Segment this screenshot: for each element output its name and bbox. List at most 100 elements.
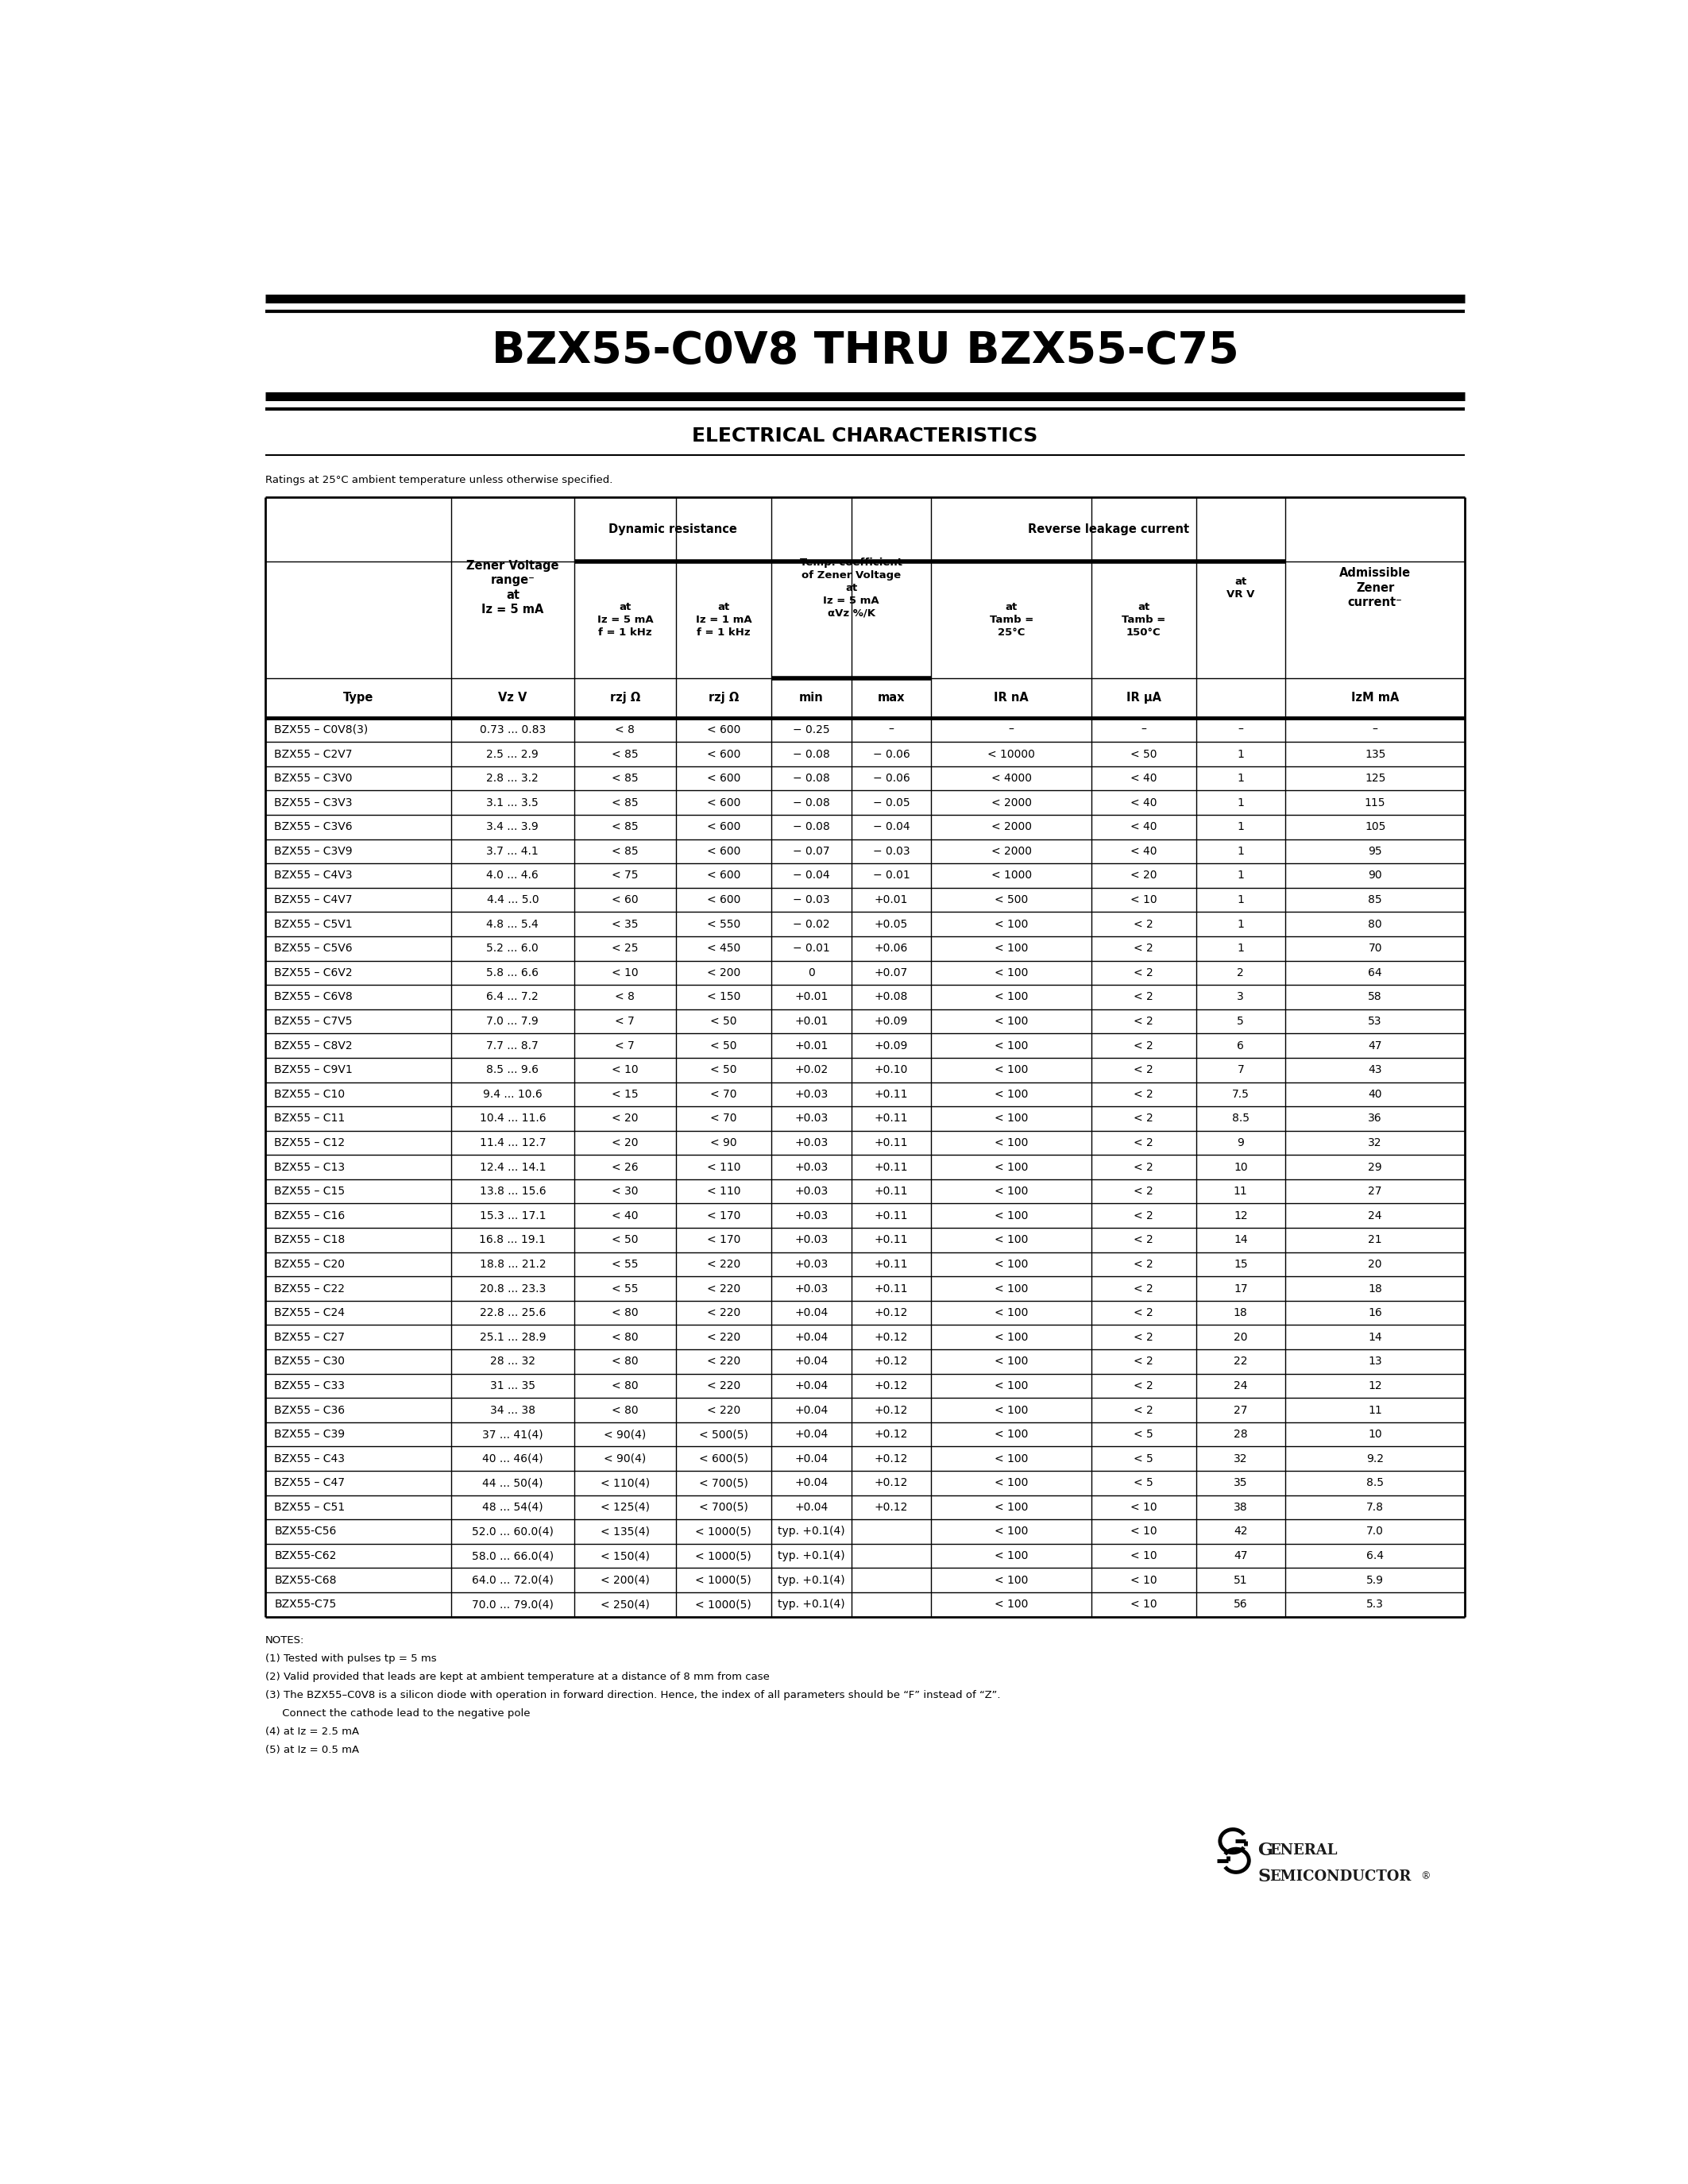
Text: 2.8 ... 3.2: 2.8 ... 3.2 [486, 773, 538, 784]
Text: BZX55-C75: BZX55-C75 [275, 1599, 336, 1610]
Text: 36: 36 [1369, 1114, 1382, 1125]
Text: 12: 12 [1234, 1210, 1247, 1221]
Text: 8.5 ... 9.6: 8.5 ... 9.6 [486, 1064, 538, 1075]
Text: < 2: < 2 [1134, 1186, 1153, 1197]
Text: 9.2: 9.2 [1366, 1452, 1384, 1463]
Text: 4.0 ... 4.6: 4.0 ... 4.6 [486, 869, 538, 880]
Text: BZX55 – C20: BZX55 – C20 [275, 1258, 344, 1269]
Text: 35: 35 [1234, 1476, 1247, 1489]
Text: –: – [888, 725, 895, 736]
Text: < 135(4): < 135(4) [601, 1527, 650, 1538]
Text: 44 ... 50(4): 44 ... 50(4) [483, 1476, 544, 1489]
Text: BZX55 – C51: BZX55 – C51 [275, 1503, 346, 1514]
Text: rzj Ω: rzj Ω [609, 692, 640, 703]
Text: < 100: < 100 [994, 992, 1028, 1002]
Text: 2.5 ... 2.9: 2.5 ... 2.9 [486, 749, 538, 760]
Text: − 0.25: − 0.25 [793, 725, 830, 736]
Text: < 2: < 2 [1134, 1040, 1153, 1051]
Text: < 2: < 2 [1134, 1258, 1153, 1269]
Text: < 600: < 600 [707, 893, 741, 906]
Text: < 2: < 2 [1134, 1234, 1153, 1245]
Text: < 5: < 5 [1134, 1428, 1153, 1439]
Text: 58.0 ... 66.0(4): 58.0 ... 66.0(4) [471, 1551, 554, 1562]
Text: 9: 9 [1237, 1138, 1244, 1149]
Text: < 20: < 20 [611, 1138, 638, 1149]
Text: < 50: < 50 [711, 1064, 736, 1075]
Text: 1: 1 [1237, 869, 1244, 880]
Text: BZX55-C62: BZX55-C62 [275, 1551, 336, 1562]
Text: < 10: < 10 [1131, 893, 1156, 906]
Text: BZX55 – C3V6: BZX55 – C3V6 [275, 821, 353, 832]
Text: BZX55 – C5V1: BZX55 – C5V1 [275, 919, 353, 930]
Text: 3.1 ... 3.5: 3.1 ... 3.5 [486, 797, 538, 808]
Text: +0.11: +0.11 [874, 1162, 908, 1173]
Text: BZX55 – C2V7: BZX55 – C2V7 [275, 749, 353, 760]
Text: +0.07: +0.07 [874, 968, 908, 978]
Text: < 600: < 600 [707, 845, 741, 856]
Text: 1: 1 [1237, 845, 1244, 856]
Text: < 100: < 100 [994, 1282, 1028, 1295]
Text: 20: 20 [1234, 1332, 1247, 1343]
Text: 48 ... 54(4): 48 ... 54(4) [483, 1503, 544, 1514]
Text: max: max [878, 692, 905, 703]
Text: NOTES:: NOTES: [265, 1636, 304, 1645]
Text: 7.7 ... 8.7: 7.7 ... 8.7 [486, 1040, 538, 1051]
Text: 0.73 ... 0.83: 0.73 ... 0.83 [479, 725, 545, 736]
Text: < 2: < 2 [1134, 1332, 1153, 1343]
Text: +0.11: +0.11 [874, 1114, 908, 1125]
Text: BZX55 – C12: BZX55 – C12 [275, 1138, 346, 1149]
Text: < 2000: < 2000 [991, 797, 1031, 808]
Text: at
Iz = 5 mA
f = 1 kHz: at Iz = 5 mA f = 1 kHz [598, 603, 653, 638]
Text: < 2: < 2 [1134, 1088, 1153, 1101]
Text: < 220: < 220 [707, 1282, 741, 1295]
Text: < 100: < 100 [994, 1332, 1028, 1343]
Text: +0.11: +0.11 [874, 1234, 908, 1245]
Text: +0.12: +0.12 [874, 1428, 908, 1439]
Text: < 220: < 220 [707, 1258, 741, 1269]
Text: < 70: < 70 [711, 1088, 736, 1101]
Text: < 10: < 10 [611, 968, 638, 978]
Text: < 8: < 8 [614, 725, 635, 736]
Text: 5.9: 5.9 [1366, 1575, 1384, 1586]
Text: –: – [1009, 725, 1014, 736]
Text: 22.8 ... 25.6: 22.8 ... 25.6 [479, 1308, 545, 1319]
Text: < 85: < 85 [611, 773, 638, 784]
Text: Vz V: Vz V [498, 692, 527, 703]
Text: < 55: < 55 [611, 1282, 638, 1295]
Text: 29: 29 [1369, 1162, 1382, 1173]
Text: 1: 1 [1237, 749, 1244, 760]
Text: 8.5: 8.5 [1366, 1476, 1384, 1489]
Text: < 250(4): < 250(4) [601, 1599, 650, 1610]
Text: < 10: < 10 [1131, 1503, 1156, 1514]
Text: 10: 10 [1369, 1428, 1382, 1439]
Text: < 7: < 7 [614, 1016, 635, 1026]
Text: < 100: < 100 [994, 1404, 1028, 1415]
Text: 32: 32 [1369, 1138, 1382, 1149]
Text: < 100: < 100 [994, 1428, 1028, 1439]
Text: < 100: < 100 [994, 1210, 1028, 1221]
Text: (4) at Iz = 2.5 mA: (4) at Iz = 2.5 mA [265, 1728, 360, 1736]
Text: < 500: < 500 [994, 893, 1028, 906]
Text: < 40: < 40 [1131, 845, 1156, 856]
Text: < 2: < 2 [1134, 968, 1153, 978]
Text: 4.8 ... 5.4: 4.8 ... 5.4 [486, 919, 538, 930]
Text: < 100: < 100 [994, 1356, 1028, 1367]
Text: 12: 12 [1369, 1380, 1382, 1391]
Text: − 0.02: − 0.02 [793, 919, 830, 930]
Text: < 2: < 2 [1134, 919, 1153, 930]
Text: < 5: < 5 [1134, 1476, 1153, 1489]
Text: 25.1 ... 28.9: 25.1 ... 28.9 [479, 1332, 545, 1343]
Text: Connect the cathode lead to the negative pole: Connect the cathode lead to the negative… [265, 1708, 530, 1719]
Text: at
Tamb =
150°C: at Tamb = 150°C [1123, 603, 1166, 638]
Text: < 1000: < 1000 [991, 869, 1031, 880]
Text: < 90(4): < 90(4) [604, 1428, 647, 1439]
Text: 0: 0 [809, 968, 815, 978]
Text: < 100: < 100 [994, 1088, 1028, 1101]
Text: +0.12: +0.12 [874, 1404, 908, 1415]
Text: BZX55 – C22: BZX55 – C22 [275, 1282, 344, 1295]
Text: < 10: < 10 [1131, 1551, 1156, 1562]
Text: Dynamic resistance: Dynamic resistance [608, 524, 738, 535]
Text: 12.4 ... 14.1: 12.4 ... 14.1 [479, 1162, 545, 1173]
Text: < 85: < 85 [611, 845, 638, 856]
Text: < 5: < 5 [1134, 1452, 1153, 1463]
